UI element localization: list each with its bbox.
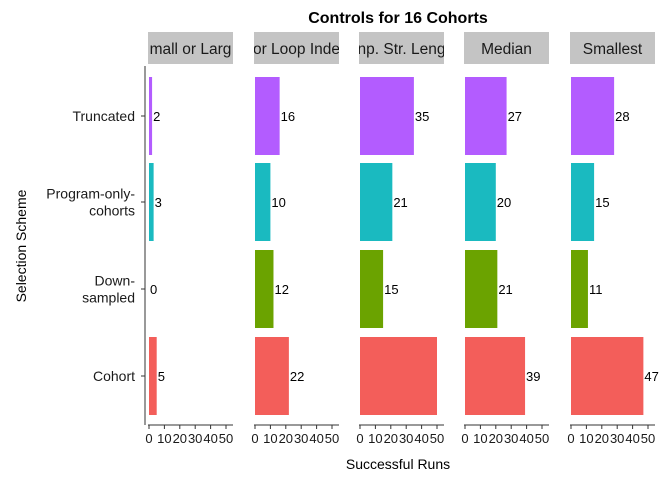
bar (571, 77, 615, 155)
facet-strip (359, 32, 444, 64)
bar-value-label: 16 (281, 109, 295, 124)
bar (149, 77, 153, 155)
y-axis-title: Selection Scheme (13, 189, 29, 302)
bar (149, 163, 154, 241)
x-tick-label: 10 (368, 431, 382, 446)
facet-strip (570, 32, 655, 64)
bar (465, 337, 526, 415)
bar-value-label: 47 (644, 369, 658, 384)
bar (255, 163, 271, 241)
bar-value-label: 15 (595, 195, 609, 210)
bar-value-label: 35 (415, 109, 429, 124)
x-tick-label: 20 (595, 431, 609, 446)
y-tick-label-line: Cohort (93, 368, 135, 384)
bar-value-label: 21 (393, 195, 407, 210)
bar-value-label: 10 (271, 195, 285, 210)
bar (571, 337, 644, 415)
x-tick-label: 0 (251, 431, 258, 446)
facet-strip (464, 32, 549, 64)
chart-title: Controls for 16 Cohorts (308, 10, 488, 27)
bar-value-label: 21 (498, 282, 512, 297)
bar (360, 163, 393, 241)
y-tick-label-line: Truncated (72, 108, 135, 124)
facet-strip (254, 32, 339, 64)
bar (571, 163, 595, 241)
x-tick-label: 20 (384, 431, 398, 446)
x-tick-label: 50 (325, 431, 339, 446)
bar-value-label: 5 (158, 369, 165, 384)
bar-value-label: 12 (274, 282, 288, 297)
facet-panel: Smallest 28 15 11 47 0 10 20 30 40 50 (567, 32, 659, 446)
y-tick-label: Program-only-cohorts (46, 186, 135, 219)
y-tick-label: Truncated (72, 108, 135, 124)
bar-value-label: 3 (155, 195, 162, 210)
bar (255, 77, 280, 155)
x-tick-label: 20 (279, 431, 293, 446)
x-tick-label: 40 (309, 431, 323, 446)
x-tick-label: 0 (356, 431, 363, 446)
x-tick-label: 50 (535, 431, 549, 446)
x-tick-label: 40 (625, 431, 639, 446)
x-tick-label: 50 (219, 431, 233, 446)
bar-value-label: 11 (589, 282, 603, 297)
bar (571, 250, 588, 328)
bar-value-label: 0 (150, 282, 157, 297)
y-tick-label-line: cohorts (89, 203, 135, 219)
bar-value-label: 39 (526, 369, 540, 384)
x-tick-label: 20 (489, 431, 503, 446)
bar (465, 77, 507, 155)
x-tick-label: 20 (173, 431, 187, 446)
x-axis-title: Successful Runs (346, 456, 450, 472)
x-tick-label: 10 (157, 431, 171, 446)
facet-strip (148, 32, 233, 64)
bar-value-label: 28 (615, 109, 629, 124)
y-tick-label: Down-sampled (82, 273, 135, 306)
x-tick-label: 50 (430, 431, 444, 446)
bar (360, 337, 437, 415)
x-tick-label: 40 (414, 431, 428, 446)
bar (255, 337, 289, 415)
x-tick-label: 10 (263, 431, 277, 446)
plot-area: Truncated Program-only-cohorts Down-sample… (46, 32, 659, 446)
facet-strip-label: Median (481, 41, 532, 58)
facet-panel: np. Str. Leng 35 21 15 0 10 20 30 40 50 (356, 32, 446, 446)
x-tick-label: 30 (188, 431, 202, 446)
bar (465, 163, 496, 241)
x-tick-label: 30 (504, 431, 518, 446)
bar-value-label: 27 (508, 109, 522, 124)
bar (149, 337, 157, 415)
bar-value-label: 2 (153, 109, 160, 124)
x-tick-label: 30 (399, 431, 413, 446)
x-tick-label: 0 (145, 431, 152, 446)
x-tick-label: 10 (473, 431, 487, 446)
y-tick-label-line: sampled (82, 290, 135, 306)
bar (255, 250, 274, 328)
bar-value-label: 15 (384, 282, 398, 297)
y-tick-label-line: Program-only- (46, 186, 135, 202)
x-tick-label: 30 (610, 431, 624, 446)
facet-strip-label: np. Str. Leng (358, 41, 446, 58)
y-tick-label-line: Down- (95, 273, 136, 289)
y-tick-label: Cohort (93, 368, 135, 384)
facet-strip-label: or Loop Inde (253, 41, 340, 58)
x-tick-label: 40 (203, 431, 217, 446)
bar (360, 77, 414, 155)
facet-strip-label: Smallest (583, 41, 643, 58)
x-tick-label: 50 (641, 431, 655, 446)
x-tick-label: 0 (567, 431, 574, 446)
bar-value-label: 20 (497, 195, 511, 210)
x-tick-label: 0 (461, 431, 468, 446)
bar-value-label: 22 (290, 369, 304, 384)
x-tick-label: 10 (579, 431, 593, 446)
x-tick-label: 30 (294, 431, 308, 446)
facet-strip-label: mall or Larg (150, 41, 232, 58)
x-tick-label: 40 (519, 431, 533, 446)
bar (360, 250, 384, 328)
bar (465, 250, 498, 328)
